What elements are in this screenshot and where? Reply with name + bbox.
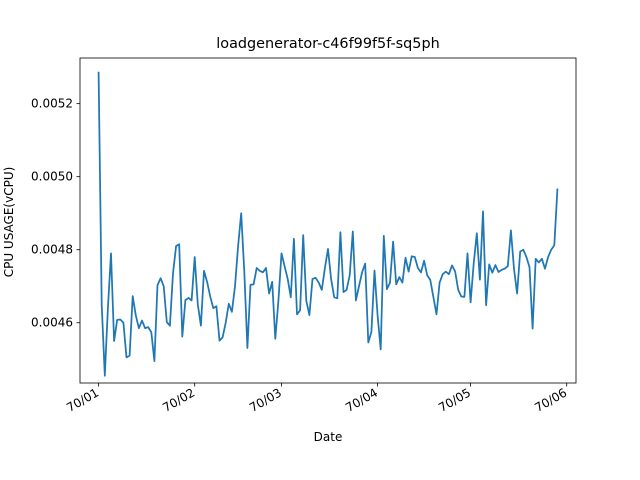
y-tick-label: 0.0052 [31,97,73,111]
series-line-0 [97,71,559,377]
x-axis-label: Date [314,430,343,444]
y-tick-label: 0.0046 [31,316,73,330]
y-axis-label: CPU USAGE(vCPU) [2,167,16,278]
chart-title: loadgenerator-c46f99f5f-sq5ph [216,36,439,52]
y-tick-label: 0.0050 [31,170,73,184]
y-tick-label: 0.0048 [31,243,73,257]
axes-frame [79,57,577,384]
